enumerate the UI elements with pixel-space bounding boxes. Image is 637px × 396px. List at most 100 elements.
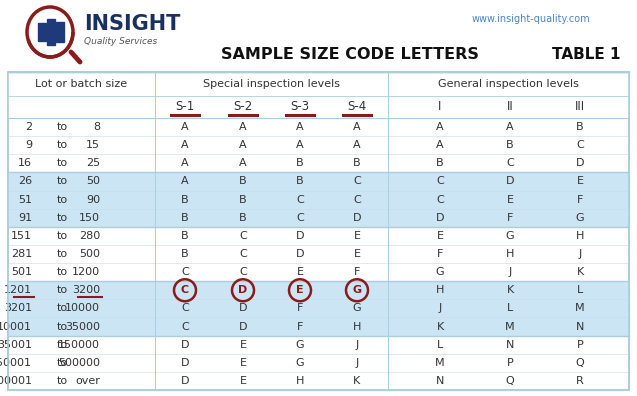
Text: to: to bbox=[57, 358, 68, 368]
Text: Quality Services: Quality Services bbox=[84, 36, 157, 46]
Text: D: D bbox=[353, 213, 361, 223]
Text: A: A bbox=[436, 122, 444, 132]
Text: General inspection levels: General inspection levels bbox=[438, 79, 579, 89]
Text: to: to bbox=[57, 267, 68, 277]
Text: J: J bbox=[578, 249, 582, 259]
Text: L: L bbox=[437, 340, 443, 350]
Text: F: F bbox=[577, 194, 583, 205]
Text: to: to bbox=[57, 303, 68, 313]
Text: Q: Q bbox=[576, 358, 584, 368]
FancyBboxPatch shape bbox=[8, 96, 629, 118]
Text: E: E bbox=[240, 340, 247, 350]
Text: E: E bbox=[296, 267, 303, 277]
Text: C: C bbox=[353, 194, 361, 205]
Text: S-2: S-2 bbox=[233, 101, 253, 114]
Text: A: A bbox=[239, 158, 247, 168]
Bar bbox=[56, 22, 64, 42]
Text: J: J bbox=[438, 303, 441, 313]
Text: C: C bbox=[239, 267, 247, 277]
Text: 500: 500 bbox=[79, 249, 100, 259]
FancyBboxPatch shape bbox=[8, 72, 629, 390]
Text: Special inspection levels: Special inspection levels bbox=[203, 79, 340, 89]
Text: K: K bbox=[436, 322, 443, 331]
Text: F: F bbox=[437, 249, 443, 259]
Text: G: G bbox=[436, 267, 445, 277]
Text: G: G bbox=[353, 303, 361, 313]
Text: C: C bbox=[296, 194, 304, 205]
Text: 16: 16 bbox=[18, 158, 32, 168]
Text: D: D bbox=[296, 249, 304, 259]
Text: L: L bbox=[507, 303, 513, 313]
Text: G: G bbox=[506, 231, 514, 241]
Text: F: F bbox=[507, 213, 513, 223]
Text: F: F bbox=[297, 303, 303, 313]
Text: F: F bbox=[297, 322, 303, 331]
Text: J: J bbox=[355, 358, 359, 368]
Text: 501: 501 bbox=[11, 267, 32, 277]
Text: A: A bbox=[239, 140, 247, 150]
Text: B: B bbox=[239, 213, 247, 223]
Text: to: to bbox=[57, 249, 68, 259]
Text: B: B bbox=[239, 177, 247, 187]
Text: M: M bbox=[575, 303, 585, 313]
Text: 15: 15 bbox=[86, 140, 100, 150]
Text: III: III bbox=[575, 101, 585, 114]
Text: over: over bbox=[75, 376, 100, 386]
Text: 2: 2 bbox=[25, 122, 32, 132]
Text: D: D bbox=[239, 322, 247, 331]
Text: E: E bbox=[436, 231, 443, 241]
Text: INSIGHT: INSIGHT bbox=[84, 14, 180, 34]
Text: E: E bbox=[354, 249, 361, 259]
Text: E: E bbox=[506, 194, 513, 205]
Text: 25: 25 bbox=[86, 158, 100, 168]
Text: F: F bbox=[354, 267, 360, 277]
Text: SAMPLE SIZE CODE LETTERS: SAMPLE SIZE CODE LETTERS bbox=[221, 47, 479, 62]
Text: N: N bbox=[506, 340, 514, 350]
Bar bbox=[47, 19, 55, 45]
Text: to: to bbox=[57, 376, 68, 386]
Text: 500001: 500001 bbox=[0, 376, 32, 386]
Text: B: B bbox=[181, 231, 189, 241]
Text: 500000: 500000 bbox=[58, 358, 100, 368]
Text: N: N bbox=[576, 322, 584, 331]
FancyBboxPatch shape bbox=[8, 172, 629, 227]
Text: to: to bbox=[57, 158, 68, 168]
Text: G: G bbox=[352, 285, 362, 295]
Text: C: C bbox=[436, 194, 444, 205]
Text: R: R bbox=[576, 376, 584, 386]
Text: 150000: 150000 bbox=[58, 340, 100, 350]
Text: J: J bbox=[508, 267, 512, 277]
Text: www.insight-quality.com: www.insight-quality.com bbox=[471, 14, 590, 24]
Text: E: E bbox=[240, 358, 247, 368]
Text: D: D bbox=[181, 358, 189, 368]
Text: D: D bbox=[296, 231, 304, 241]
Text: B: B bbox=[181, 194, 189, 205]
Text: S-1: S-1 bbox=[175, 101, 195, 114]
Text: II: II bbox=[506, 101, 513, 114]
Text: to: to bbox=[57, 140, 68, 150]
Text: D: D bbox=[238, 285, 248, 295]
FancyBboxPatch shape bbox=[8, 72, 629, 96]
Text: Q: Q bbox=[506, 376, 514, 386]
Text: A: A bbox=[353, 140, 361, 150]
Text: 35000: 35000 bbox=[65, 322, 100, 331]
Text: 150001: 150001 bbox=[0, 358, 32, 368]
Text: G: G bbox=[296, 340, 304, 350]
Text: D: D bbox=[181, 340, 189, 350]
Text: 9: 9 bbox=[25, 140, 32, 150]
Text: C: C bbox=[506, 158, 514, 168]
Text: 51: 51 bbox=[18, 194, 32, 205]
Text: H: H bbox=[436, 285, 444, 295]
Text: B: B bbox=[181, 249, 189, 259]
Text: 10000: 10000 bbox=[65, 303, 100, 313]
Text: 8: 8 bbox=[93, 122, 100, 132]
Text: H: H bbox=[296, 376, 304, 386]
Text: S-3: S-3 bbox=[290, 101, 310, 114]
Text: J: J bbox=[355, 340, 359, 350]
Text: S-4: S-4 bbox=[347, 101, 367, 114]
Text: A: A bbox=[181, 177, 189, 187]
Text: A: A bbox=[296, 140, 304, 150]
Text: G: G bbox=[296, 358, 304, 368]
Text: to: to bbox=[57, 122, 68, 132]
Text: 3200: 3200 bbox=[72, 285, 100, 295]
